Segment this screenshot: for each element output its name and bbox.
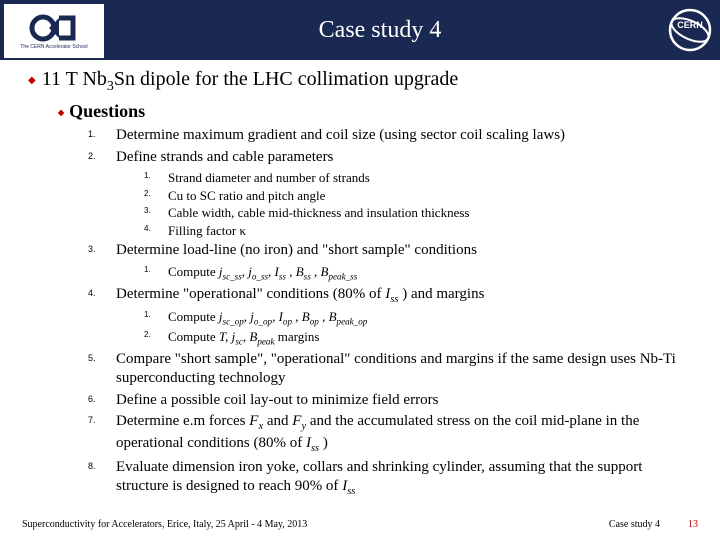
question-text: Determine maximum gradient and coil size… <box>116 127 565 143</box>
sub-item: 1.Strand diameter and number of strands <box>144 169 698 187</box>
cas-logo-icon <box>29 12 79 44</box>
questions-list: 1.Determine maximum gradient and coil si… <box>88 126 698 499</box>
sub-item: 4.Filling factor κ <box>144 222 698 240</box>
header-bar: The CERN Accelerator School Case study 4… <box>0 0 720 60</box>
question-6: 6.Define a possible coil lay-out to mini… <box>88 391 698 411</box>
question-text: Define a possible coil lay-out to minimi… <box>116 392 438 408</box>
formula: Iss <box>342 478 355 494</box>
footer-conference: Superconductivity for Accelerators, Eric… <box>22 519 307 530</box>
question-text: Determine load-line (no iron) and "short… <box>116 242 477 258</box>
sub-heading: ◆ Questions <box>58 101 698 122</box>
question-5: 5.Compare "short sample", "operational" … <box>88 350 698 389</box>
sub-item: 2.Cu to SC ratio and pitch angle <box>144 187 698 205</box>
formula: Iss <box>385 286 398 302</box>
sub-text: margins <box>275 329 320 344</box>
page-number: 13 <box>688 519 698 530</box>
sub-text: Cu to SC ratio and pitch angle <box>168 188 325 203</box>
footer: Superconductivity for Accelerators, Eric… <box>22 519 698 530</box>
question-text: ) and margins <box>398 286 484 302</box>
sub-list: 1.Compute jsc_op, jo_op, Iop , Bop , Bpe… <box>144 308 698 348</box>
footer-right: Case study 4 13 <box>609 519 698 530</box>
cern-logo: CERN <box>666 6 714 54</box>
formula: T, jsc, Bpeak <box>219 329 275 344</box>
question-text: and <box>263 413 292 429</box>
sub-text: Compute <box>168 329 219 344</box>
question-text: Compare "short sample", "operational" co… <box>116 351 676 387</box>
sub-item: 1.Compute jsc_op, jo_op, Iop , Bop , Bpe… <box>144 308 698 328</box>
slide-title: Case study 4 <box>110 17 650 44</box>
question-4: 4.Determine "operational" conditions (80… <box>88 285 698 348</box>
formula: jsc_op, jo_op, Iop , Bop , Bpeak_op <box>219 309 367 324</box>
sub-item: 3.Cable width, cable mid-thickness and i… <box>144 204 698 222</box>
bullet-icon: ◆ <box>58 108 64 117</box>
formula: Iss <box>306 435 319 451</box>
question-7: 7.Determine e.m forces Fx and Fy and the… <box>88 412 698 455</box>
footer-label: Case study 4 <box>609 519 660 530</box>
sub-text: Strand diameter and number of strands <box>168 170 370 185</box>
sub-list: 1.Compute jsc_ss, jo_ss, Iss , Bss , Bpe… <box>144 263 698 283</box>
main-heading: ◆11 T Nb3Sn dipole for the LHC collimati… <box>28 68 698 95</box>
bullet-icon: ◆ <box>28 75 36 86</box>
sub-list: 1.Strand diameter and number of strands … <box>144 169 698 239</box>
question-8: 8.Evaluate dimension iron yoke, collars … <box>88 458 698 499</box>
question-2: 2.Define strands and cable parameters 1.… <box>88 148 698 240</box>
sub-item: 2.Compute T, jsc, Bpeak margins <box>144 328 698 348</box>
question-text: Determine e.m forces <box>116 413 249 429</box>
question-text: ) <box>319 435 328 451</box>
sub-text: Compute <box>168 309 219 324</box>
formula: Fy <box>292 413 306 429</box>
question-text: Determine "operational" conditions (80% … <box>116 286 385 302</box>
formula: jsc_ss, jo_ss, Iss , Bss , Bpeak_ss <box>219 264 357 279</box>
cas-logo-text: The CERN Accelerator School <box>20 44 87 50</box>
question-text: Evaluate dimension iron yoke, collars an… <box>116 459 642 495</box>
sub-heading-text: Questions <box>69 101 145 121</box>
question-3: 3.Determine load-line (no iron) and "sho… <box>88 241 698 282</box>
question-text: Define strands and cable parameters <box>116 149 333 165</box>
slide-content: ◆11 T Nb3Sn dipole for the LHC collimati… <box>0 60 720 499</box>
sub-item: 1.Compute jsc_ss, jo_ss, Iss , Bss , Bpe… <box>144 263 698 283</box>
cas-logo: The CERN Accelerator School <box>4 4 104 58</box>
svg-text:CERN: CERN <box>677 20 703 30</box>
formula: Fx <box>249 413 263 429</box>
sub-text: Filling factor κ <box>168 223 246 238</box>
question-1: 1.Determine maximum gradient and coil si… <box>88 126 698 146</box>
sub-text: Compute <box>168 264 219 279</box>
sub-text: Cable width, cable mid-thickness and ins… <box>168 205 469 220</box>
